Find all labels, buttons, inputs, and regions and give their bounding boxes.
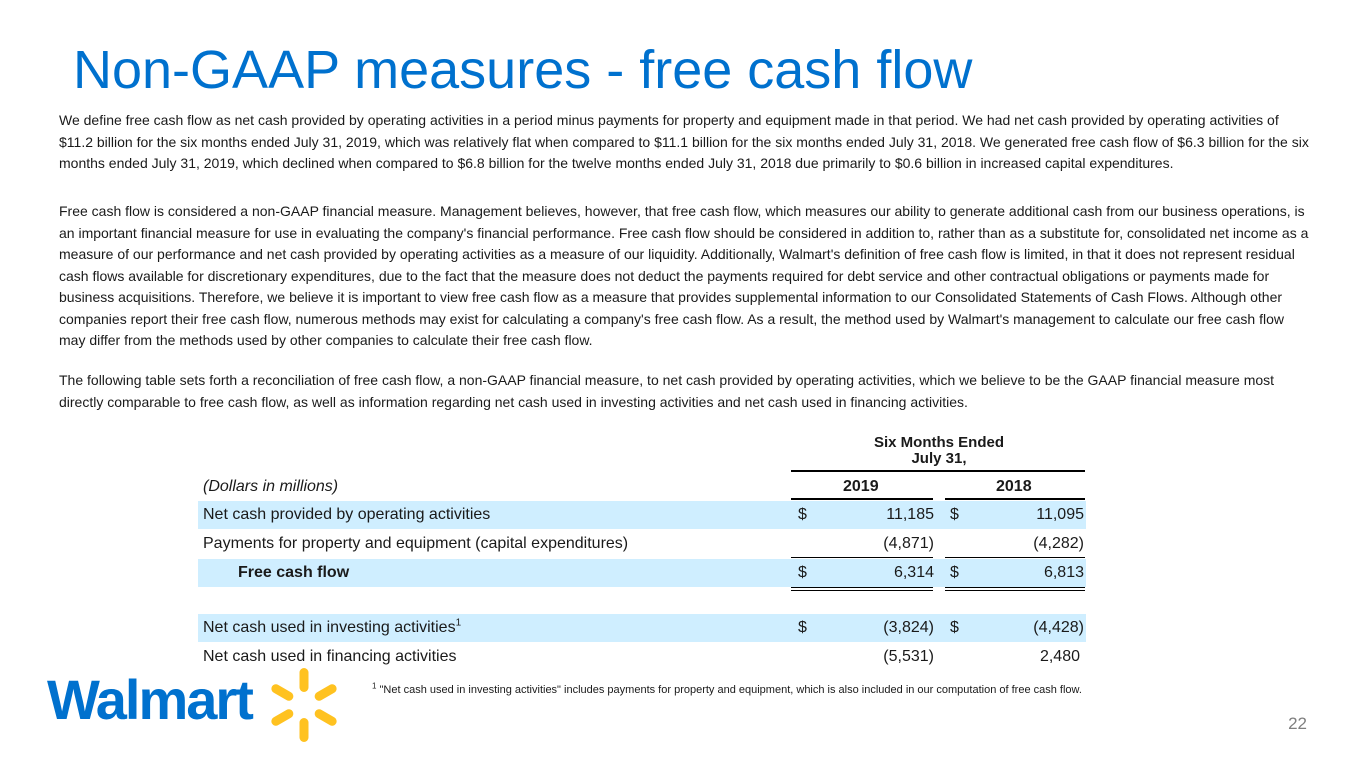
currency-symbol: $ — [950, 506, 959, 523]
table-header-row: (Dollars in millions) 2019 2018 — [198, 473, 1086, 501]
value-2018: 11,095 — [1036, 506, 1084, 523]
footnote-text: "Net cash used in investing activities" … — [376, 684, 1082, 696]
row-label: Net cash provided by operating activitie… — [203, 506, 491, 523]
period-header-rule — [791, 470, 1085, 472]
year-2019-rule — [791, 498, 933, 500]
row-label-text: Net cash used in investing activities — [203, 619, 456, 636]
subtotal-rule — [945, 557, 1085, 558]
currency-symbol: $ — [798, 564, 807, 581]
logo-wordmark: Walmart — [47, 668, 254, 731]
table-row: Payments for property and equipment (cap… — [198, 530, 1086, 558]
table-row: Net cash used in investing activities1 $… — [198, 614, 1086, 642]
year-2018-rule — [945, 498, 1085, 500]
total-rule — [791, 590, 933, 591]
currency-symbol: $ — [798, 506, 807, 523]
row-label: Payments for property and equipment (cap… — [203, 535, 629, 552]
value-2019: (5,531) — [883, 648, 934, 665]
value-2019: (4,871) — [883, 535, 934, 552]
footnote-number: 1 — [372, 681, 377, 691]
footnote: 1 "Net cash used in investing activities… — [372, 681, 1082, 696]
units-label: (Dollars in millions) — [203, 478, 339, 495]
year-2018-header: 2018 — [996, 478, 1032, 495]
row-label: Net cash used in financing activities — [203, 648, 457, 665]
year-2019-header: 2019 — [843, 478, 879, 495]
period-header-line2: July 31, — [911, 450, 967, 467]
currency-symbol: $ — [798, 619, 807, 636]
period-header-line1: Six Months Ended — [873, 434, 1004, 451]
table-period-header: Six Months Ended July 31, — [794, 435, 1084, 467]
value-2018: 2,480 — [1039, 648, 1080, 665]
table-row: Net cash provided by operating activitie… — [198, 501, 1086, 529]
paragraph-table-intro: The following table sets forth a reconci… — [59, 372, 1275, 410]
footnote-marker: 1 — [455, 617, 462, 629]
value-2019: 11,185 — [886, 506, 934, 523]
total-rule — [945, 590, 1085, 591]
table-row: Free cash flow $ 6,314 $ 6,813 — [198, 559, 1086, 587]
total-rule — [945, 587, 1085, 588]
currency-symbol: $ — [950, 564, 959, 581]
value-2019: 6,314 — [893, 564, 934, 581]
row-label: Free cash flow — [238, 564, 350, 581]
value-2018: 6,813 — [1043, 564, 1084, 581]
paragraph-non-gaap-explanation: Free cash flow is considered a non-GAAP … — [59, 203, 1309, 348]
paragraph-definition: We define free cash flow as net cash pro… — [59, 112, 1309, 171]
row-label: Net cash used in investing activities1 — [203, 614, 461, 642]
table-row: Net cash used in financing activities (5… — [198, 643, 1086, 671]
subtotal-rule — [791, 557, 933, 558]
spark-icon — [271, 668, 337, 742]
value-2018: (4,282) — [1033, 535, 1084, 552]
value-2019: (3,824) — [883, 619, 934, 636]
value-2018: (4,428) — [1033, 619, 1084, 636]
total-rule — [791, 587, 933, 588]
walmart-logo: Walmart — [47, 664, 347, 744]
page-title: Non-GAAP measures - free cash flow — [73, 40, 973, 100]
currency-symbol: $ — [950, 619, 959, 636]
page-number: 22 — [1288, 714, 1307, 733]
